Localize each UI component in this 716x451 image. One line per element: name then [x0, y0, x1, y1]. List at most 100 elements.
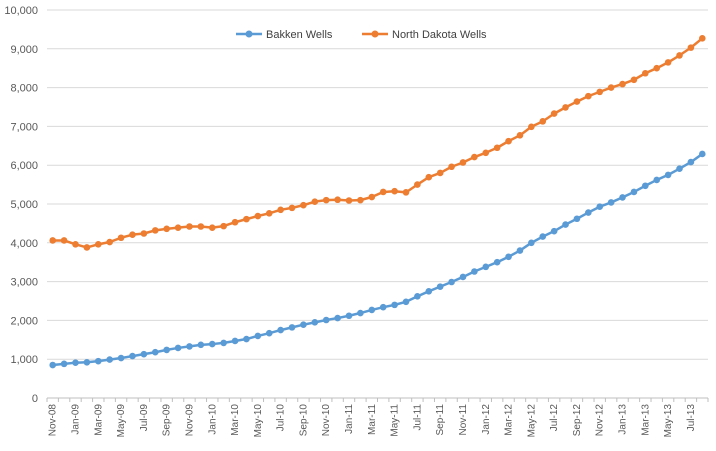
data-point-north-dakota-wells [676, 52, 683, 59]
data-point-north-dakota-wells [220, 222, 227, 230]
data-point-north-dakota-wells [653, 64, 661, 72]
x-tick-label: Mar-11 [367, 404, 378, 435]
data-point-bakken-wells [151, 348, 159, 356]
y-tick-label: 5,000 [10, 199, 38, 211]
data-point-north-dakota-wells [106, 238, 113, 246]
data-point-bakken-wells [528, 239, 535, 247]
x-tick-label: Nov-11 [458, 404, 469, 436]
data-point-bakken-wells [653, 176, 661, 184]
data-point-north-dakota-wells [60, 237, 68, 244]
data-point-north-dakota-wells [664, 59, 672, 66]
x-tick-label: May-09 [116, 404, 127, 438]
x-tick-label: Nov-08 [48, 404, 59, 437]
data-point-bakken-wells [676, 165, 683, 172]
y-tick-label: 0 [32, 393, 38, 405]
data-point-north-dakota-wells [231, 218, 239, 226]
y-tick-label: 6,000 [10, 160, 38, 172]
data-point-bakken-wells [174, 344, 182, 352]
x-tick-label: Nov-09 [184, 404, 195, 437]
data-point-bakken-wells [208, 340, 216, 348]
series-bakken-wells [49, 150, 706, 369]
series-lines [49, 35, 706, 369]
data-point-north-dakota-wells [528, 123, 535, 131]
data-point-bakken-wells [231, 337, 239, 345]
data-point-north-dakota-wells [208, 224, 216, 231]
data-point-bakken-wells [687, 158, 695, 166]
data-point-bakken-wells [311, 319, 319, 326]
data-point-north-dakota-wells [311, 198, 319, 205]
data-point-north-dakota-wells [379, 188, 387, 196]
data-point-north-dakota-wells [163, 225, 170, 233]
data-point-north-dakota-wells [516, 132, 524, 139]
data-point-bakken-wells [322, 316, 330, 324]
data-point-north-dakota-wells [687, 44, 695, 51]
data-point-north-dakota-wells [243, 215, 250, 223]
series-north-dakota-wells [49, 35, 706, 251]
data-point-north-dakota-wells [197, 223, 205, 230]
data-point-north-dakota-wells [482, 149, 490, 157]
x-tick-label: May-11 [390, 404, 401, 437]
legend-label-bakken-wells: Bakken Wells [266, 29, 333, 41]
data-point-bakken-wells [357, 309, 364, 317]
data-point-north-dakota-wells [630, 76, 638, 84]
data-point-bakken-wells [140, 350, 148, 358]
data-point-north-dakota-wells [322, 196, 330, 204]
data-point-north-dakota-wells [300, 201, 307, 209]
data-point-bakken-wells [106, 356, 113, 363]
x-tick-label: Jul-11 [412, 404, 423, 431]
data-point-bakken-wells [243, 335, 250, 343]
x-tick-label: Jul-12 [549, 404, 560, 432]
data-point-north-dakota-wells [562, 104, 569, 111]
x-tick-label: Jan-13 [618, 404, 629, 435]
legend: Bakken Wells North Dakota Wells [236, 29, 487, 41]
data-point-north-dakota-wells [357, 196, 364, 204]
y-tick-label: 9,000 [10, 44, 38, 56]
data-point-north-dakota-wells [459, 159, 467, 166]
data-point-bakken-wells [471, 268, 478, 275]
data-point-north-dakota-wells [174, 224, 182, 231]
data-point-bakken-wells [699, 150, 706, 158]
y-tick-label: 4,000 [10, 238, 38, 250]
data-point-north-dakota-wells [140, 230, 148, 237]
data-point-bakken-wells [664, 171, 672, 179]
data-point-bakken-wells [117, 354, 125, 362]
data-point-north-dakota-wells [83, 244, 91, 251]
data-point-bakken-wells [585, 209, 592, 216]
data-point-north-dakota-wells [471, 153, 478, 161]
data-point-north-dakota-wells [117, 234, 125, 242]
data-point-bakken-wells [414, 293, 421, 300]
data-point-north-dakota-wells [550, 110, 558, 117]
gridlines [47, 9, 708, 360]
data-point-bakken-wells [596, 203, 604, 211]
data-point-north-dakota-wells [539, 118, 547, 125]
data-point-north-dakota-wells [448, 163, 455, 171]
data-point-bakken-wells [368, 306, 376, 314]
data-point-bakken-wells [163, 346, 170, 354]
y-tick-label: 2,000 [10, 315, 38, 327]
data-point-north-dakota-wells [505, 137, 512, 145]
data-point-north-dakota-wells [573, 98, 581, 105]
data-point-bakken-wells [482, 263, 490, 271]
data-point-bakken-wells [49, 361, 56, 369]
legend-label-north-dakota-wells: North Dakota Wells [392, 29, 487, 41]
x-tick-label: Mar-13 [640, 404, 651, 436]
y-tick-label: 7,000 [10, 121, 38, 133]
x-tick-label: Jul-13 [686, 404, 697, 432]
data-point-bakken-wells [379, 303, 387, 311]
x-tick-label: Mar-09 [93, 404, 104, 436]
x-tick-label: Sep-12 [572, 404, 583, 437]
data-point-bakken-wells [186, 343, 193, 350]
data-point-bakken-wells [505, 253, 512, 261]
data-point-bakken-wells [345, 312, 353, 320]
legend-marker-bakken-wells [245, 30, 253, 38]
data-point-bakken-wells [391, 301, 398, 309]
data-point-bakken-wells [254, 332, 262, 340]
x-tick-label: Nov-10 [321, 404, 332, 437]
x-tick-label: Jan-11 [344, 404, 355, 434]
data-point-bakken-wells [516, 247, 524, 254]
data-point-north-dakota-wells [619, 80, 626, 88]
data-point-north-dakota-wells [129, 231, 136, 238]
data-point-bakken-wells [642, 182, 649, 190]
data-point-bakken-wells [493, 258, 501, 266]
